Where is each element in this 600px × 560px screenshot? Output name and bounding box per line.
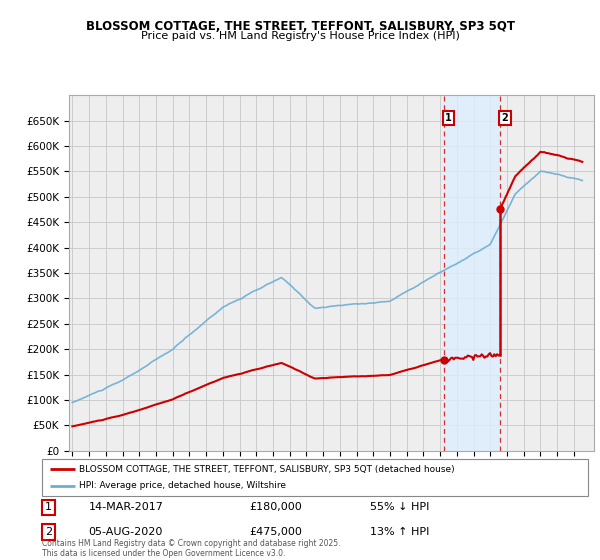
Text: £475,000: £475,000 — [250, 527, 302, 537]
Text: 14-MAR-2017: 14-MAR-2017 — [88, 502, 163, 512]
Text: 55% ↓ HPI: 55% ↓ HPI — [370, 502, 429, 512]
Text: 05-AUG-2020: 05-AUG-2020 — [88, 527, 163, 537]
Text: 1: 1 — [45, 502, 52, 512]
Text: 2: 2 — [45, 527, 52, 537]
Text: Price paid vs. HM Land Registry's House Price Index (HPI): Price paid vs. HM Land Registry's House … — [140, 31, 460, 41]
Text: Contains HM Land Registry data © Crown copyright and database right 2025.
This d: Contains HM Land Registry data © Crown c… — [42, 539, 341, 558]
Text: BLOSSOM COTTAGE, THE STREET, TEFFONT, SALISBURY, SP3 5QT (detached house): BLOSSOM COTTAGE, THE STREET, TEFFONT, SA… — [79, 465, 455, 474]
Text: 13% ↑ HPI: 13% ↑ HPI — [370, 527, 429, 537]
Text: HPI: Average price, detached house, Wiltshire: HPI: Average price, detached house, Wilt… — [79, 481, 286, 490]
Text: 2: 2 — [502, 113, 508, 123]
Text: BLOSSOM COTTAGE, THE STREET, TEFFONT, SALISBURY, SP3 5QT: BLOSSOM COTTAGE, THE STREET, TEFFONT, SA… — [86, 20, 515, 32]
Text: £180,000: £180,000 — [250, 502, 302, 512]
Text: 1: 1 — [445, 113, 452, 123]
Bar — [443, 95, 500, 451]
